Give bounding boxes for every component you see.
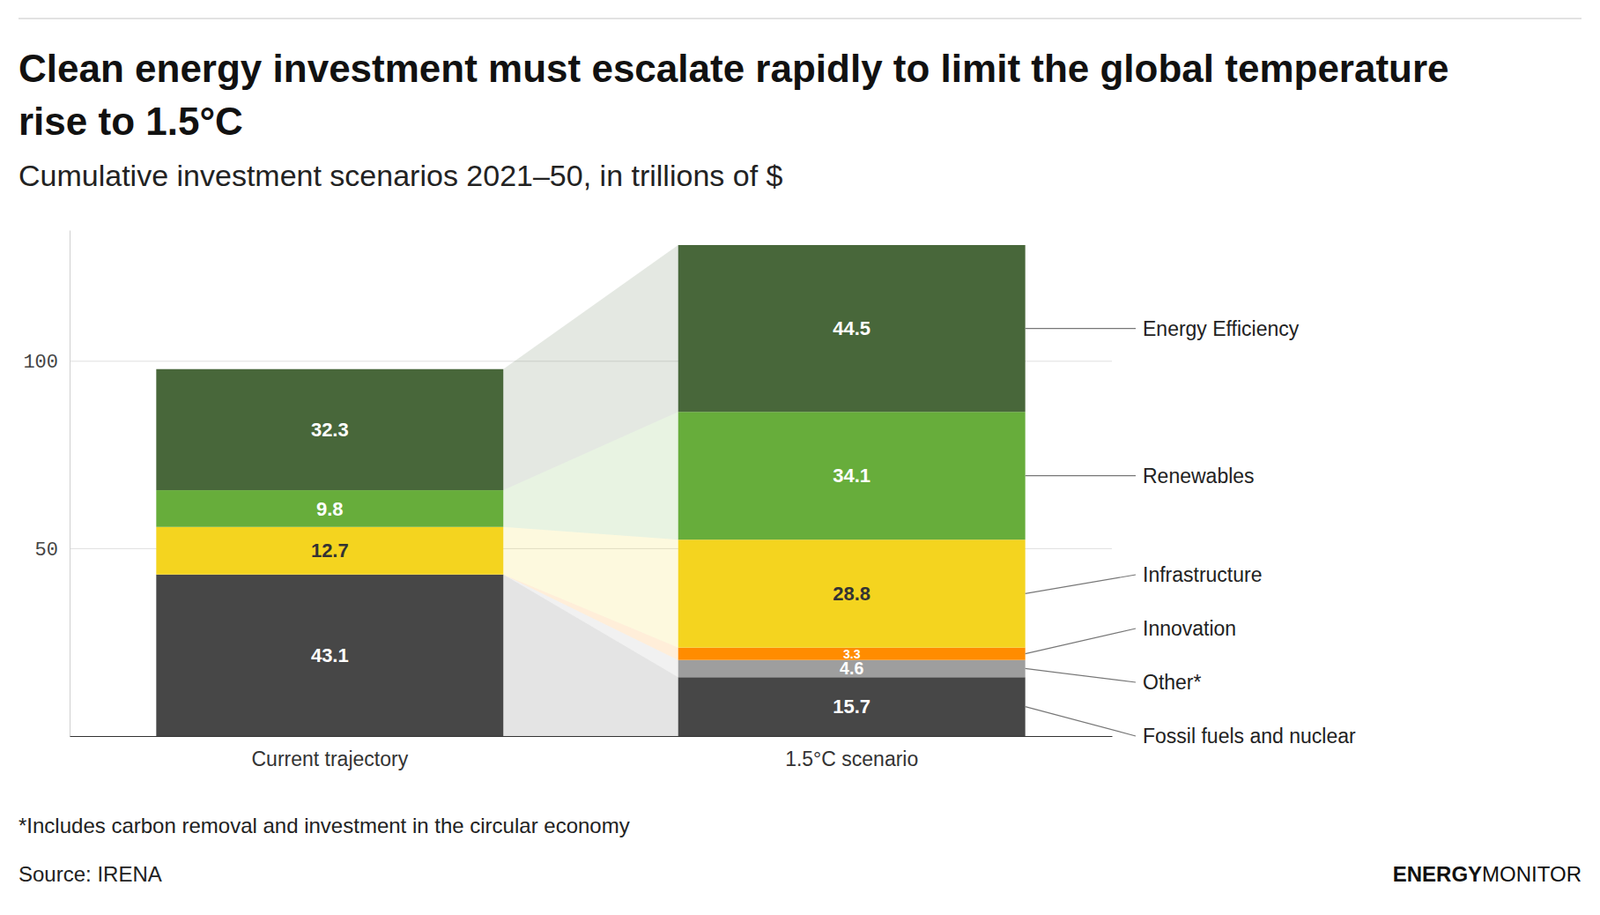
bar-segment [155,489,504,527]
data-label: 9.8 [316,497,344,520]
bar-segment [678,539,1026,647]
bar-segment [678,411,1026,540]
logo-part: ENERGY [1392,861,1482,886]
y-tick-label: 100 [22,351,59,374]
bars [155,244,1025,736]
bar-segment [678,244,1026,412]
data-label: 15.7 [832,695,871,718]
title: Clean energy investment must escalate ra… [18,46,1450,143]
y-axis-line [69,230,71,737]
source: Source: IRENA [18,861,163,886]
y-axis: 50 100 [22,230,70,737]
x-tick: Current trajectory [251,735,408,771]
data-label: 3.3 [843,646,861,661]
leader-line [1025,667,1136,682]
x-tick-label: Current trajectory [251,747,408,771]
logo: ENERGYMONITOR [1392,861,1582,886]
leader-line [1025,706,1136,736]
data-label: 32.3 [311,418,349,441]
footnote: *Includes carbon removal and investment … [18,813,630,838]
series-label: Renewables [1142,464,1255,488]
data-label: 12.7 [311,539,349,562]
plot-area [155,244,1025,736]
data-labels: 43.1 15.7 4.63.3 12.7 28.8 9.8 34.1 32.3 44.5 [311,317,871,718]
data-label: 4.6 [839,658,864,678]
data-label: 43.1 [311,644,349,667]
series-label: Energy Efficiency [1142,317,1300,341]
leader-line [1025,474,1136,476]
y-tick: 50 [35,539,70,562]
series-labels: Energy Efficiency Renewables Infrastructur… [1025,317,1356,748]
bar-segment [155,526,504,575]
leader-line [1025,574,1136,593]
chart: Clean energy investment must escalate ra… [0,0,1600,915]
y-tick: 100 [22,351,70,374]
bar-segment [155,574,504,736]
bar-segment [155,369,504,490]
data-label: 34.1 [832,464,871,487]
x-axis-line [70,735,1113,737]
data-label: 28.8 [832,582,871,605]
logo-part: MONITOR [1481,861,1582,886]
series-label: Infrastructure [1142,562,1263,586]
x-tick-label: 1.5°C scenario [785,747,919,771]
connector-band [503,526,678,648]
x-axis: Current trajectory 1.5°C scenario [70,735,1113,771]
subtitle: Cumulative investment scenarios 2021–50,… [18,158,784,193]
connector-band [503,244,678,490]
bar-segment [678,676,1026,736]
top-rule [18,17,1582,20]
connector-bands [503,244,678,736]
series-label: Innovation [1142,616,1237,640]
y-tick-label: 50 [35,539,59,562]
data-label: 44.5 [832,317,871,340]
series-label: Other* [1142,670,1202,694]
series-label: Fossil fuels and nuclear [1142,724,1356,748]
leader-line [1025,327,1136,329]
x-tick: 1.5°C scenario [785,735,919,771]
leader-line [1025,628,1136,654]
